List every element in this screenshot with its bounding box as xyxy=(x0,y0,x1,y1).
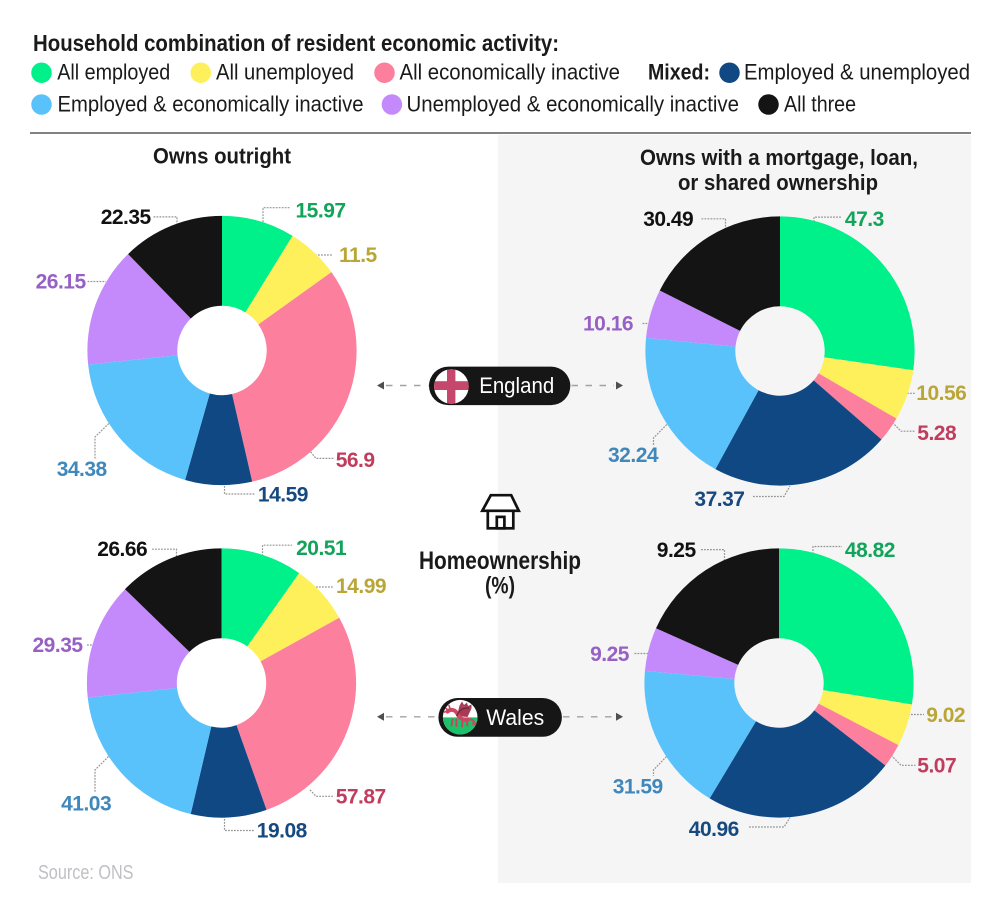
svg-text:Household combination of resid: Household combination of resident econom… xyxy=(33,30,559,56)
svg-text:or shared ownership: or shared ownership xyxy=(678,170,878,195)
svg-text:14.99: 14.99 xyxy=(336,575,386,598)
svg-text:All employed: All employed xyxy=(57,60,170,85)
svg-text:22.35: 22.35 xyxy=(101,206,152,229)
svg-text:48.82: 48.82 xyxy=(845,539,895,562)
svg-text:9.25: 9.25 xyxy=(657,539,697,562)
svg-text:All unemployed: All unemployed xyxy=(216,60,354,85)
svg-text:31.59: 31.59 xyxy=(613,776,663,799)
svg-text:Owns with a mortgage, loan,: Owns with a mortgage, loan, xyxy=(640,145,918,170)
svg-text:41.03: 41.03 xyxy=(61,793,111,816)
svg-text:5.07: 5.07 xyxy=(917,754,956,777)
svg-text:30.49: 30.49 xyxy=(643,208,693,231)
svg-text:37.37: 37.37 xyxy=(694,488,744,511)
svg-text:47.3: 47.3 xyxy=(845,208,884,231)
svg-text:19.08: 19.08 xyxy=(257,820,308,843)
svg-text:All three: All three xyxy=(784,92,856,117)
svg-text:10.56: 10.56 xyxy=(916,382,966,405)
svg-text:14.59: 14.59 xyxy=(258,483,308,506)
svg-text:Homeownership: Homeownership xyxy=(419,547,581,575)
svg-text:20.51: 20.51 xyxy=(296,537,347,560)
svg-text:56.9: 56.9 xyxy=(336,449,375,472)
svg-text:Employed & economically inacti: Employed & economically inactive xyxy=(58,92,364,117)
svg-text:Wales: Wales xyxy=(486,705,544,730)
svg-text:5.28: 5.28 xyxy=(917,422,957,445)
svg-text:11.5: 11.5 xyxy=(339,244,378,267)
svg-text:32.24: 32.24 xyxy=(608,444,659,467)
svg-text:40.96: 40.96 xyxy=(689,818,739,841)
svg-text:England: England xyxy=(479,373,554,398)
svg-text:10.16: 10.16 xyxy=(583,313,633,336)
svg-text:26.66: 26.66 xyxy=(97,538,147,561)
svg-text:(%): (%) xyxy=(485,573,515,600)
svg-text:15.97: 15.97 xyxy=(296,200,346,223)
svg-text:Unemployed & economically inac: Unemployed & economically inactive xyxy=(407,92,740,117)
svg-text:57.87: 57.87 xyxy=(336,785,386,808)
svg-text:Employed & unemployed: Employed & unemployed xyxy=(744,60,970,85)
svg-text:9.02: 9.02 xyxy=(926,704,965,727)
svg-text:Owns outright: Owns outright xyxy=(153,144,292,169)
svg-text:29.35: 29.35 xyxy=(33,634,84,657)
svg-text:9.25: 9.25 xyxy=(590,643,630,666)
svg-text:Mixed:: Mixed: xyxy=(648,60,710,85)
svg-text:26.15: 26.15 xyxy=(36,271,87,294)
svg-text:All economically inactive: All economically inactive xyxy=(400,60,621,85)
svg-text:Source: ONS: Source: ONS xyxy=(38,862,134,884)
svg-text:34.38: 34.38 xyxy=(57,458,108,481)
